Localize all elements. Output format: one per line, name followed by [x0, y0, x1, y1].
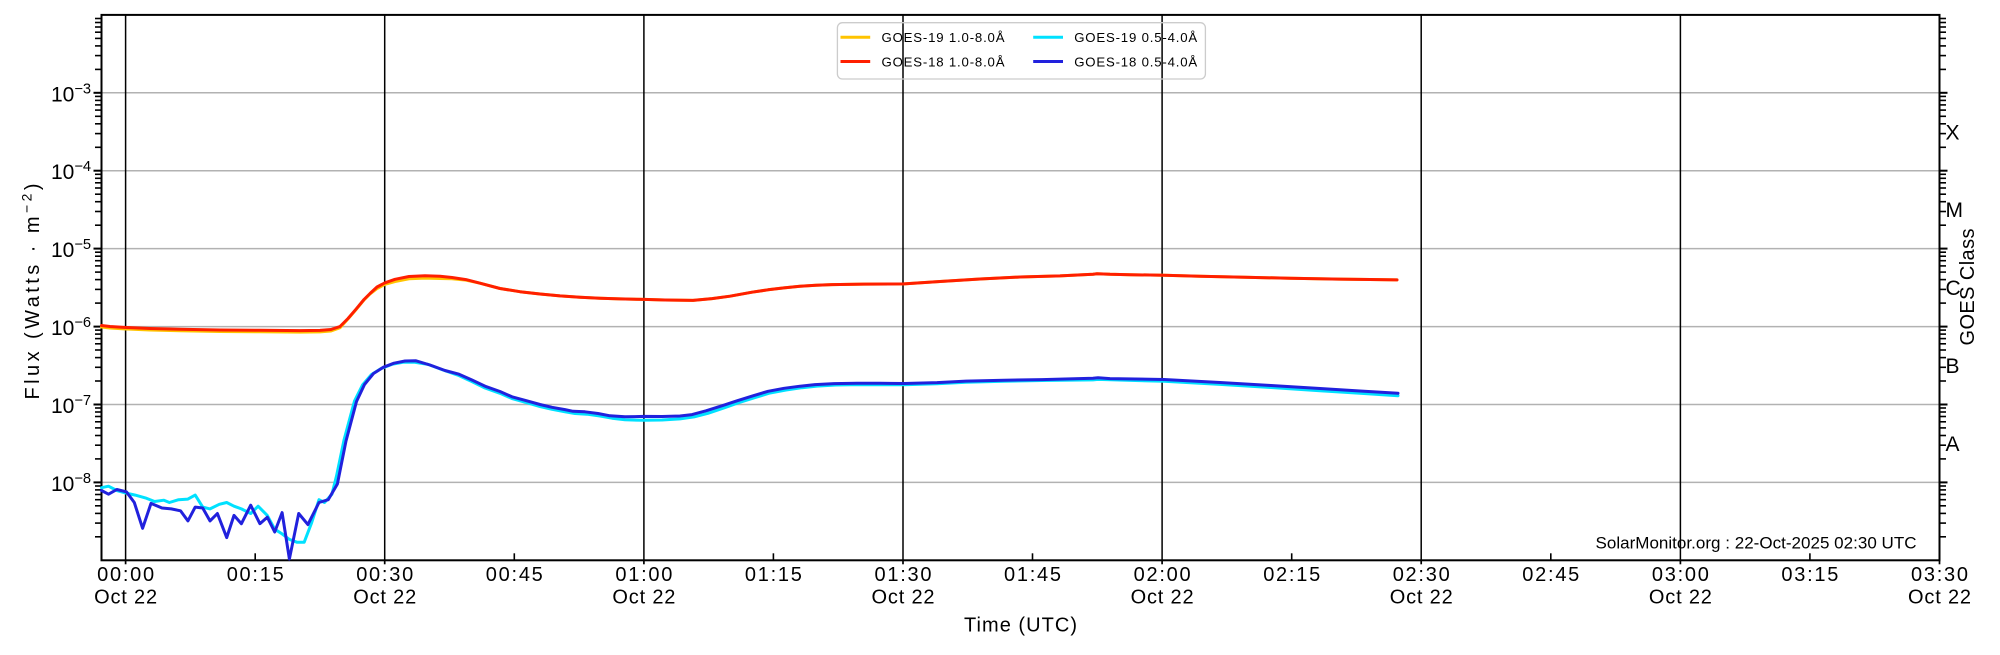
svg-text:C: C	[1946, 277, 1961, 300]
svg-text:02:30: 02:30	[1393, 564, 1450, 586]
svg-text:02:15: 02:15	[1263, 564, 1320, 586]
svg-text:GOES-19 0.5-4.0Å: GOES-19 0.5-4.0Å	[1074, 30, 1197, 45]
svg-text:Oct 22: Oct 22	[353, 587, 416, 609]
svg-text:00:00: 00:00	[97, 564, 154, 586]
svg-text:Oct 22: Oct 22	[1908, 587, 1971, 609]
svg-text:GOES-19 1.0-8.0Å: GOES-19 1.0-8.0Å	[882, 30, 1005, 45]
svg-text:GOES-18 0.5-4.0Å: GOES-18 0.5-4.0Å	[1074, 54, 1197, 69]
svg-text:03:00: 03:00	[1652, 564, 1709, 586]
svg-text:01:30: 01:30	[875, 564, 932, 586]
svg-text:M: M	[1946, 199, 1964, 222]
svg-text:A: A	[1946, 433, 1960, 456]
svg-text:Oct 22: Oct 22	[1649, 587, 1712, 609]
svg-text:03:30: 03:30	[1911, 564, 1968, 586]
svg-text:01:15: 01:15	[745, 564, 802, 586]
svg-text:GOES-18 1.0-8.0Å: GOES-18 1.0-8.0Å	[882, 54, 1005, 69]
svg-text:01:45: 01:45	[1004, 564, 1061, 586]
svg-text:02:45: 02:45	[1522, 564, 1579, 586]
svg-text:03:15: 03:15	[1781, 564, 1838, 586]
svg-text:Oct 22: Oct 22	[1390, 587, 1453, 609]
svg-text:02:00: 02:00	[1134, 564, 1191, 586]
svg-text:10−7: 10−7	[51, 393, 91, 418]
svg-text:Oct 22: Oct 22	[1131, 587, 1194, 609]
svg-text:SolarMonitor.org : 22-Oct-2025: SolarMonitor.org : 22-Oct-2025 02:30 UTC	[1596, 534, 1917, 553]
svg-text:Oct 22: Oct 22	[94, 587, 157, 609]
svg-text:00:30: 00:30	[356, 564, 413, 586]
svg-text:Oct 22: Oct 22	[872, 587, 935, 609]
svg-text:01:00: 01:00	[615, 564, 672, 586]
svg-text:Time (UTC): Time (UTC)	[964, 615, 1077, 637]
svg-text:B: B	[1946, 355, 1960, 378]
svg-text:00:15: 00:15	[227, 564, 284, 586]
svg-text:X: X	[1946, 121, 1960, 144]
svg-text:00:45: 00:45	[486, 564, 543, 586]
svg-text:GOES Class: GOES Class	[1957, 229, 1979, 346]
svg-text:Oct 22: Oct 22	[612, 587, 675, 609]
